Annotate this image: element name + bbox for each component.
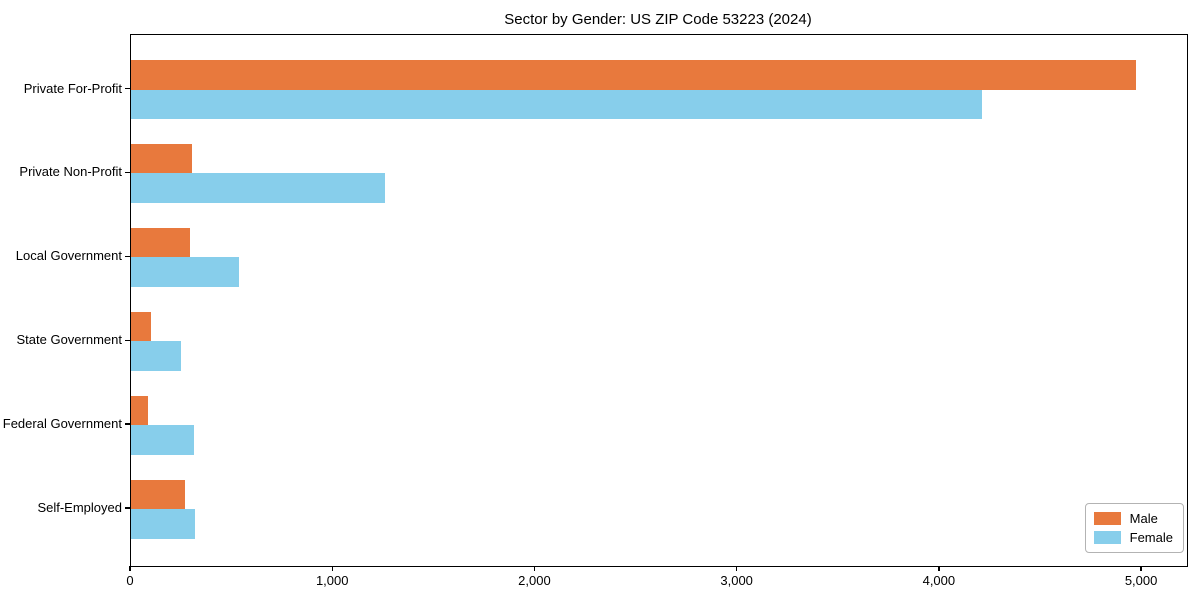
bar-male-self-employed	[131, 479, 185, 509]
x-tick-label-1000: 1,000	[315, 573, 349, 588]
y-tick-label-self-employed: Self-Employed	[37, 500, 122, 515]
bar-male-state-government	[131, 311, 152, 342]
bar-male-local-government	[131, 227, 190, 258]
legend-label-female: Female	[1129, 530, 1173, 545]
bar-male-private-for-profit	[131, 60, 1136, 90]
legend-item-female: Female	[1093, 528, 1173, 547]
legend-item-male: Male	[1093, 509, 1173, 528]
y-tick-mark	[125, 171, 130, 174]
bar-female-self-employed	[131, 509, 195, 539]
bar-male-private-non-profit	[131, 143, 192, 174]
x-tick-mark	[938, 566, 940, 571]
bar-male-federal-government	[131, 395, 149, 426]
bar-female-local-government	[131, 257, 240, 287]
y-tick-mark	[125, 87, 130, 90]
bar-female-private-non-profit	[131, 173, 385, 203]
x-tick-label-3000: 3,000	[720, 573, 753, 588]
plot-area: Male Female	[130, 34, 1188, 567]
x-tick-mark	[129, 566, 131, 571]
x-tick-label-5000: 5,000	[1124, 573, 1158, 588]
bar-female-private-for-profit	[131, 89, 983, 119]
y-tick-label-state-government: State Government	[16, 332, 123, 348]
y-tick-label-private-for-profit: Private For-Profit	[23, 80, 122, 96]
y-tick-mark	[125, 423, 130, 425]
legend: Male Female	[1084, 503, 1184, 553]
x-tick-label-0: 0	[126, 573, 134, 588]
y-tick-label-federal-government: Federal Government	[2, 416, 122, 432]
y-tick-mark	[125, 255, 130, 257]
x-tick-mark	[533, 566, 536, 571]
x-tick-label-2000: 2,000	[518, 573, 551, 588]
chart-title: Sector by Gender: US ZIP Code 53223 (202…	[504, 11, 812, 28]
y-tick-mark	[125, 339, 130, 341]
bar-female-federal-government	[131, 425, 194, 455]
x-tick-label-4000: 4,000	[922, 573, 956, 588]
y-tick-label-private-non-profit: Private Non-Profit	[19, 164, 122, 180]
y-tick-mark	[125, 507, 130, 509]
x-tick-mark	[736, 566, 738, 571]
y-tick-label-local-government: Local Government	[15, 248, 122, 264]
legend-label-male: Male	[1129, 511, 1158, 526]
bar-female-state-government	[131, 341, 181, 371]
x-tick-mark	[1140, 566, 1142, 571]
x-tick-mark	[331, 566, 333, 571]
legend-swatch-male	[1093, 512, 1121, 525]
legend-swatch-female	[1093, 531, 1121, 544]
